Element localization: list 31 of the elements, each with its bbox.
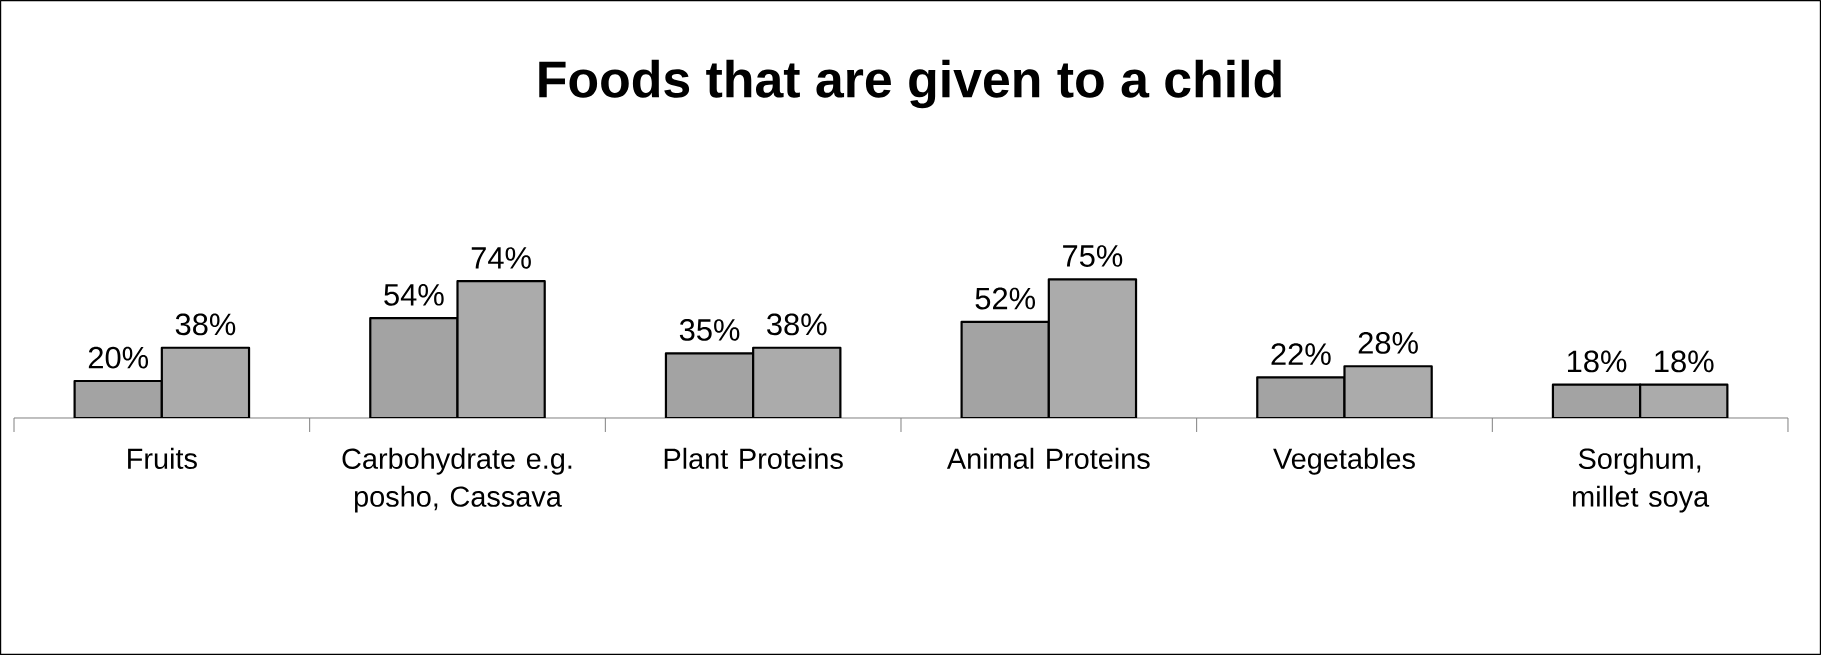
bar bbox=[73, 379, 163, 418]
x-tick-label: Plant Proteins bbox=[664, 447, 843, 469]
x-tick-label: Carbohydrate e.g. posho, Cassava bbox=[342, 447, 572, 513]
x-tick-label: Sorghum, millet soya bbox=[1573, 447, 1710, 513]
data-label: 22% bbox=[1271, 343, 1331, 365]
x-tick-label: Vegetables bbox=[1273, 447, 1415, 475]
data-label: 28% bbox=[1358, 331, 1418, 354]
bar bbox=[456, 280, 546, 418]
x-tick-label: Animal Proteins bbox=[946, 447, 1150, 469]
data-label: 20% bbox=[88, 346, 149, 369]
data-label: 18% bbox=[1655, 350, 1714, 373]
bar bbox=[664, 352, 755, 418]
data-label: 52% bbox=[975, 287, 1036, 310]
data-label: 38% bbox=[175, 313, 236, 336]
data-label: 18% bbox=[1567, 350, 1627, 373]
bar bbox=[1343, 365, 1433, 418]
bar bbox=[160, 346, 251, 418]
data-label: 75% bbox=[1063, 245, 1123, 267]
bar bbox=[369, 317, 459, 418]
data-label: 38% bbox=[767, 313, 827, 336]
x-tick-label: Fruits bbox=[128, 447, 197, 469]
bar bbox=[1551, 383, 1642, 418]
data-label: 74% bbox=[471, 247, 531, 269]
bar bbox=[960, 320, 1050, 418]
bar bbox=[1639, 383, 1729, 418]
bar bbox=[1256, 376, 1346, 418]
data-label: 35% bbox=[679, 319, 740, 341]
chart-title: Foods that are given to a child bbox=[539, 59, 1281, 109]
bar bbox=[752, 346, 842, 418]
bar bbox=[1047, 278, 1138, 418]
data-label: 54% bbox=[384, 284, 444, 306]
